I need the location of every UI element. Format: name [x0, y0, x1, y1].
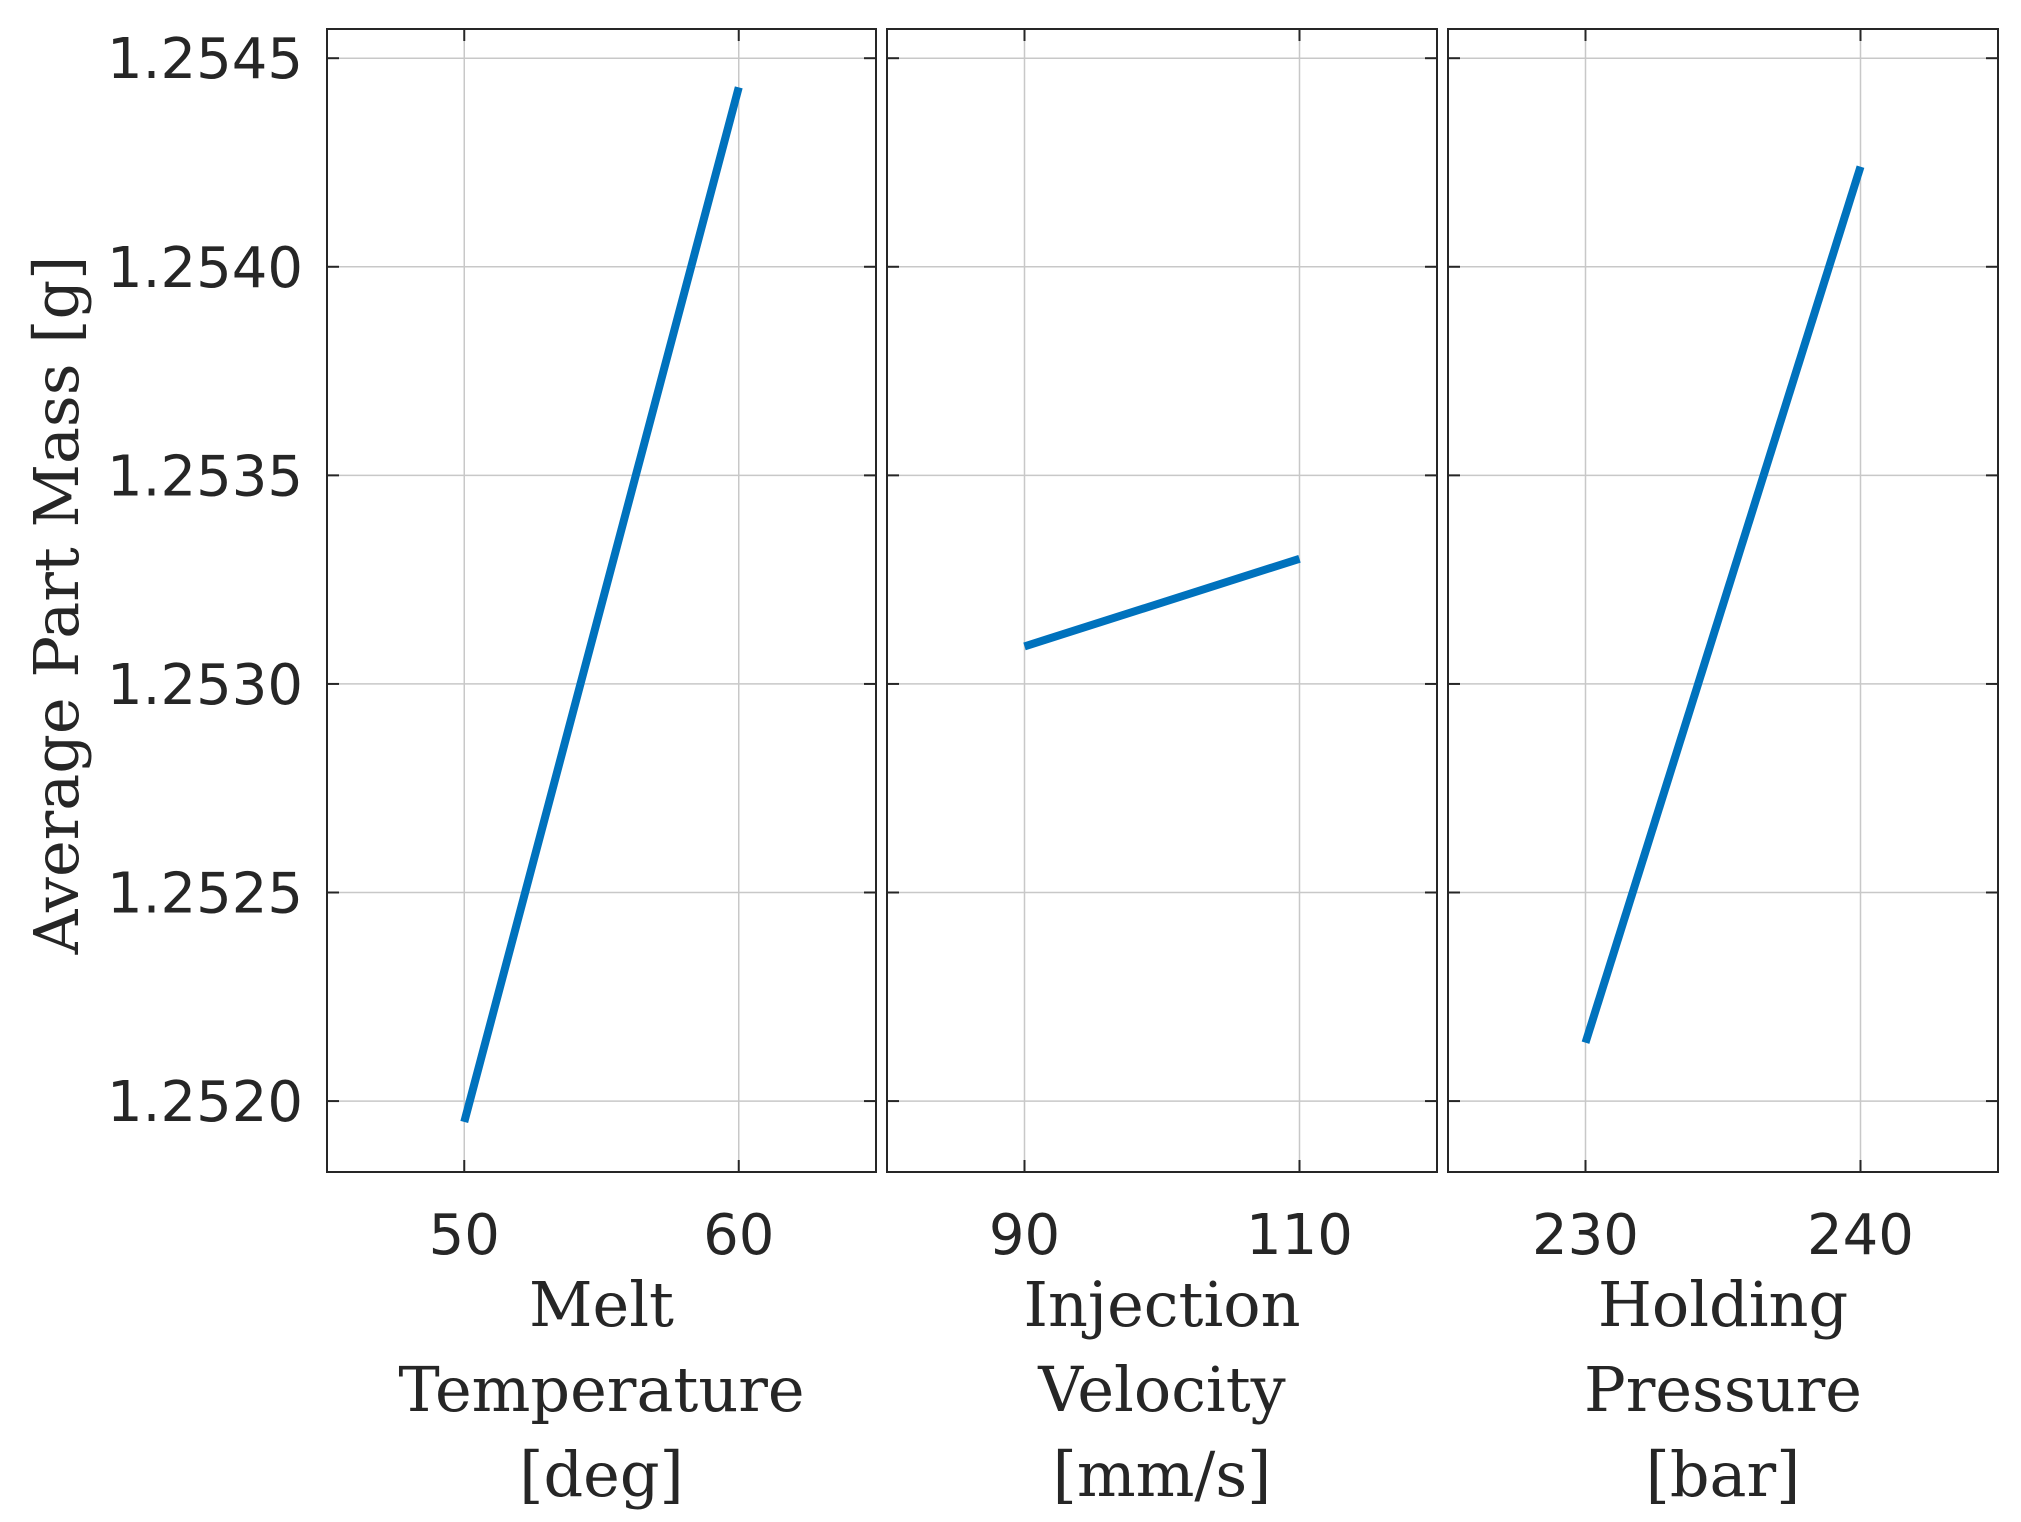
x-axis-label-line: [mm/s]	[1053, 1438, 1272, 1511]
x-tick-label: 50	[429, 1203, 500, 1268]
y-tick-label: 1.2545	[107, 27, 303, 92]
x-axis-label-line: Pressure	[1584, 1353, 1862, 1426]
x-tick-label: 240	[1807, 1203, 1914, 1268]
x-axis-label-line: Injection	[1023, 1268, 1300, 1341]
x-axis-label-line: [bar]	[1646, 1438, 1801, 1511]
y-tick-label: 1.2530	[107, 653, 303, 718]
x-tick-label: 60	[703, 1203, 774, 1268]
panels-group: 1.2520 1.2525 1.2530 1.2535 1.2540 1.2545 50 60…	[107, 27, 1999, 1511]
x-tick-label: 230	[1532, 1203, 1639, 1268]
x-axis-label-line: [deg]	[519, 1438, 683, 1511]
y-axis-label: Average Part Mass [g]	[20, 256, 93, 956]
x-axis-label-line: Holding	[1598, 1268, 1848, 1341]
axes-frame	[326, 28, 877, 1173]
y-tick-label: 1.2535	[107, 444, 303, 509]
series-line-melt-temperature	[460, 86, 743, 1123]
y-tick-label: 1.2540	[107, 236, 303, 301]
y-tick-label: 1.2525	[107, 862, 303, 927]
x-tick-label: 90	[989, 1203, 1060, 1268]
x-axis-label-line: Temperature	[398, 1353, 804, 1426]
axes-frame	[1447, 28, 1999, 1173]
panel-melt-temperature: 1.2520 1.2525 1.2530 1.2535 1.2540 1.2545 50 60…	[107, 27, 877, 1511]
x-axis-label-line: Melt	[529, 1268, 674, 1341]
axes-frame	[886, 28, 1438, 1173]
series-line-holding-pressure	[1581, 165, 1865, 1044]
y-tick-label: 1.2520	[107, 1070, 303, 1135]
x-tick-label: 110	[1246, 1203, 1353, 1268]
series-line-injection-velocity	[1023, 554, 1301, 651]
x-axis-label-line: Velocity	[1037, 1353, 1285, 1426]
